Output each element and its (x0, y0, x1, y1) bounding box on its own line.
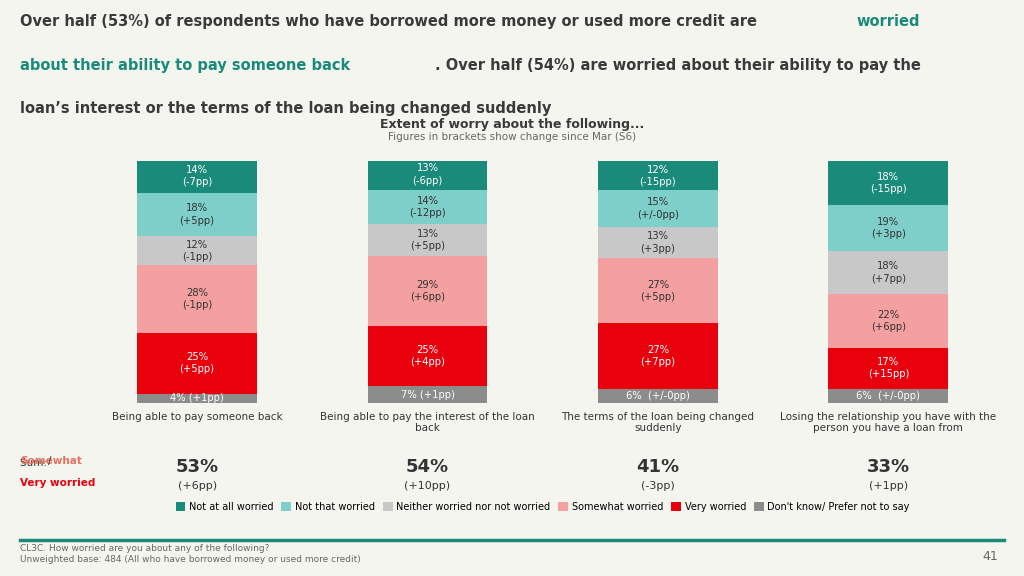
Text: 13%
(+5pp): 13% (+5pp) (410, 229, 445, 251)
Bar (828, 251, 948, 294)
Text: Over half (53%) of respondents who have borrowed more money or used more credit : Over half (53%) of respondents who have … (20, 14, 763, 29)
Bar (137, 393, 257, 403)
Bar (368, 224, 487, 256)
Text: 12%
(-1pp): 12% (-1pp) (182, 240, 212, 262)
Bar (368, 159, 487, 190)
Text: about their ability to pay someone back: about their ability to pay someone back (20, 58, 351, 73)
Text: (+10pp): (+10pp) (404, 481, 451, 491)
Text: . Over half (54%) are worried about their ability to pay the: . Over half (54%) are worried about thei… (435, 58, 921, 73)
Text: 28%
(-1pp): 28% (-1pp) (182, 288, 212, 310)
Text: Figures in brackets show change since Mar (S6): Figures in brackets show change since Ma… (388, 132, 636, 142)
Text: 53%: 53% (175, 458, 219, 476)
Bar (368, 190, 487, 224)
Bar (368, 326, 487, 386)
Text: 22%
(+6pp): 22% (+6pp) (870, 310, 906, 332)
Bar (368, 256, 487, 326)
Text: 41%: 41% (636, 458, 680, 476)
Text: 17%
(+15pp): 17% (+15pp) (867, 357, 909, 380)
Text: 18%
(+5pp): 18% (+5pp) (179, 203, 215, 226)
Text: 14%
(-7pp): 14% (-7pp) (182, 165, 212, 187)
Text: /: / (48, 456, 51, 465)
Text: 13%
(-6pp): 13% (-6pp) (413, 164, 442, 186)
Bar (828, 347, 948, 389)
Legend: Not at all worried, Not that worried, Neither worried nor not worried, Somewhat : Not at all worried, Not that worried, Ne… (175, 502, 910, 512)
Bar (137, 159, 257, 193)
Text: 12%
(-15pp): 12% (-15pp) (640, 165, 676, 187)
Text: Extent of worry about the following...: Extent of worry about the following... (380, 118, 644, 131)
Bar (137, 266, 257, 333)
Text: 13%
(+3pp): 13% (+3pp) (640, 231, 676, 253)
Bar (828, 161, 948, 205)
Text: 27%
(+7pp): 27% (+7pp) (640, 345, 676, 367)
Bar (598, 161, 718, 190)
Text: (+1pp): (+1pp) (868, 481, 908, 491)
Text: 19%
(+3pp): 19% (+3pp) (870, 217, 906, 239)
Bar (598, 190, 718, 226)
Bar (828, 389, 948, 403)
Bar (598, 323, 718, 389)
Text: 4% (+1pp): 4% (+1pp) (170, 393, 224, 403)
Text: 29%
(+6pp): 29% (+6pp) (410, 279, 445, 302)
Text: (-3pp): (-3pp) (641, 481, 675, 491)
Text: worried: worried (856, 14, 920, 29)
Text: (+6pp): (+6pp) (177, 481, 217, 491)
Text: 14%
(-12pp): 14% (-12pp) (410, 196, 445, 218)
Text: 18%
(-15pp): 18% (-15pp) (870, 172, 906, 194)
Text: CL3C. How worried are you about any of the following?: CL3C. How worried are you about any of t… (20, 544, 270, 554)
Bar (828, 205, 948, 251)
Text: 7% (+1pp): 7% (+1pp) (400, 390, 455, 400)
Text: 27%
(+5pp): 27% (+5pp) (640, 279, 676, 302)
Text: 33%: 33% (866, 458, 910, 476)
Text: 6%  (+/-0pp): 6% (+/-0pp) (626, 391, 690, 401)
Text: 15%
(+/-0pp): 15% (+/-0pp) (637, 197, 679, 219)
Bar (598, 258, 718, 323)
Bar (137, 333, 257, 393)
Bar (137, 193, 257, 236)
Bar (368, 386, 487, 403)
Text: loan’s interest or the terms of the loan being changed suddenly: loan’s interest or the terms of the loan… (20, 101, 552, 116)
Text: 25%
(+4pp): 25% (+4pp) (410, 345, 445, 367)
Bar (828, 294, 948, 347)
Text: 25%
(+5pp): 25% (+5pp) (179, 352, 215, 374)
Bar (598, 389, 718, 403)
Text: Sum:: Sum: (20, 458, 51, 468)
Bar (137, 236, 257, 266)
Text: 18%
(+7pp): 18% (+7pp) (870, 262, 906, 284)
Text: Unweighted base: 484 (All who have borrowed money or used more credit): Unweighted base: 484 (All who have borro… (20, 555, 361, 564)
Text: 41: 41 (983, 550, 998, 563)
Text: Very worried: Very worried (20, 478, 96, 487)
Bar (598, 226, 718, 258)
Text: 54%: 54% (406, 458, 450, 476)
Text: Somewhat: Somewhat (20, 456, 82, 465)
Text: 6%  (+/-0pp): 6% (+/-0pp) (856, 391, 921, 401)
